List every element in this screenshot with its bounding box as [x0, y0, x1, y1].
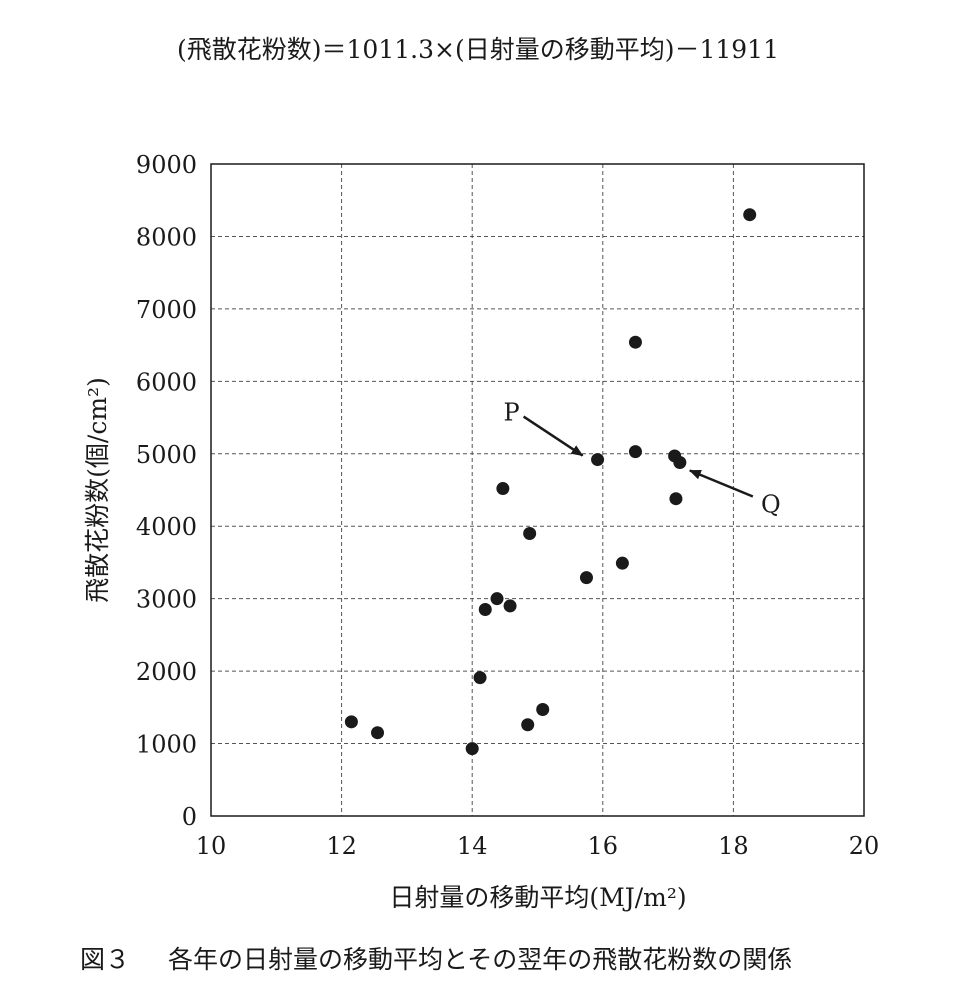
- data-point: [579, 571, 593, 585]
- x-tick-label: 20: [849, 832, 880, 860]
- plot-frame: [210, 163, 865, 817]
- data-point: [478, 603, 492, 617]
- annotations: PQ: [503, 399, 780, 519]
- annotation-label-p: P: [503, 399, 519, 427]
- x-tick-label: 14: [457, 832, 488, 860]
- annotation-arrow: [522, 415, 584, 457]
- data-point: [536, 703, 550, 717]
- data-point: [496, 482, 510, 496]
- y-tick-label: 3000: [136, 586, 197, 614]
- data-point: [673, 455, 687, 469]
- y-axis-ticks: 0 1000 2000 3000 4000 5000 6000 7000 8000 9000: [136, 151, 197, 831]
- figure-caption-number: 図３: [80, 945, 130, 974]
- y-tick-label: 0: [182, 803, 197, 831]
- annotation-arrow: [688, 469, 754, 498]
- x-tick-label: 16: [588, 832, 619, 860]
- data-point: [615, 556, 629, 570]
- y-axis-label: 飛散花粉数(個/cm²): [83, 377, 112, 603]
- y-tick-label: 7000: [136, 296, 197, 324]
- grid: [211, 164, 864, 816]
- x-tick-label: 12: [326, 832, 357, 860]
- data-point: [503, 599, 517, 613]
- chart-title: (飛散花粉数)＝1011.3×(日射量の移動平均)－11911: [177, 35, 779, 64]
- y-tick-label: 6000: [136, 368, 197, 396]
- annotation-label-q: Q: [761, 490, 781, 518]
- figure-caption: 各年の日射量の移動平均とその翌年の飛散花粉数の関係: [168, 945, 792, 974]
- data-point: [490, 592, 504, 606]
- y-tick-label: 2000: [136, 658, 197, 686]
- y-tick-label: 5000: [136, 441, 197, 469]
- data-point: [521, 718, 535, 732]
- data-point: [743, 208, 757, 222]
- y-tick-label: 8000: [136, 223, 197, 251]
- x-tick-label: 10: [196, 832, 227, 860]
- data-point: [344, 715, 358, 729]
- data-point: [591, 453, 605, 467]
- x-axis-ticks: 10 12 14 16 18 20: [196, 832, 880, 860]
- data-point: [669, 492, 683, 506]
- y-tick-label: 1000: [136, 731, 197, 759]
- data-point: [465, 742, 479, 756]
- data-point: [473, 671, 487, 685]
- data-point: [628, 335, 642, 349]
- y-tick-label: 9000: [136, 151, 197, 179]
- data-point: [523, 526, 537, 540]
- x-axis-label: 日射量の移動平均(MJ/m²): [389, 883, 686, 912]
- x-tick-label: 18: [718, 832, 749, 860]
- data-points: [344, 208, 757, 756]
- y-tick-label: 4000: [136, 513, 197, 541]
- data-point: [371, 726, 385, 740]
- data-point: [628, 445, 642, 459]
